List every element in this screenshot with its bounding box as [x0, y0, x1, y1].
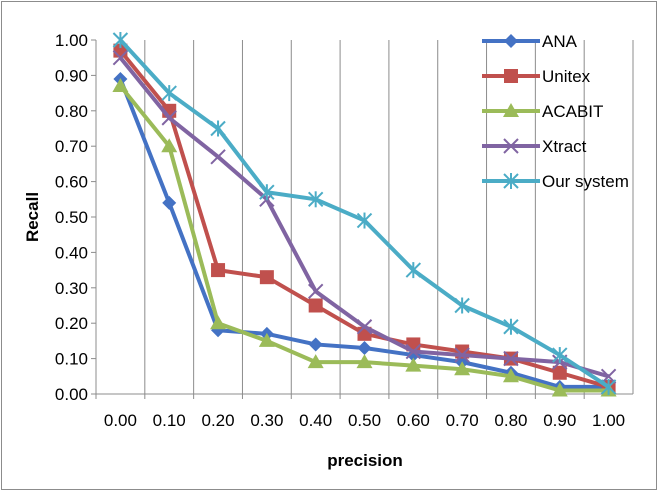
x-tick-label: 0.50: [348, 411, 381, 430]
data-point: [211, 263, 226, 278]
series-acabit: [112, 78, 617, 397]
legend-item: ACABIT: [482, 102, 603, 121]
x-tick-label: 0.60: [397, 411, 430, 430]
y-tick-label: 0.50: [55, 208, 88, 227]
data-point: [307, 283, 324, 300]
marker-stroke: [503, 350, 519, 367]
x-tick-label: 0.80: [494, 411, 527, 430]
data-point: [259, 184, 275, 201]
data-point: [503, 350, 519, 367]
data-point: [551, 382, 568, 397]
data-point: [405, 343, 422, 360]
data-point: [405, 262, 422, 279]
data-point: [308, 298, 323, 313]
x-tick-label: 0.00: [104, 411, 137, 430]
legend-label: ACABIT: [542, 102, 603, 121]
x-tick-label: 0.70: [446, 411, 479, 430]
marker-stroke: [112, 49, 129, 66]
data-point: [112, 32, 129, 48]
data-point: [502, 368, 519, 383]
legend-item: Unitex: [482, 67, 591, 86]
legend-marker: [504, 34, 518, 48]
data-point: [356, 212, 373, 229]
marker-stroke: [503, 138, 519, 154]
y-tick-label: 0.70: [55, 137, 88, 156]
y-tick-label: 0.10: [55, 350, 88, 369]
marker-stroke: [356, 319, 373, 335]
y-tick-label: 0.80: [55, 102, 88, 121]
data-point: [161, 138, 178, 153]
y-tick-label: 0.60: [55, 173, 88, 192]
y-tick-label: 0.20: [55, 314, 88, 333]
legend-label: Our system: [542, 172, 629, 191]
y-tick-label: 1.00: [55, 31, 88, 50]
data-point: [210, 149, 226, 165]
data-point: [307, 191, 324, 208]
data-point: [600, 378, 617, 395]
data-point: [161, 85, 177, 102]
legend-marker: [503, 103, 519, 117]
legend-marker: [503, 138, 519, 154]
data-point: [356, 354, 373, 369]
marker-stroke: [161, 110, 177, 126]
legend-item: Xtract: [482, 137, 587, 156]
y-tick-label: 0.30: [55, 279, 88, 298]
series-our-system: [112, 32, 617, 395]
marker-stroke: [405, 343, 422, 360]
data-point: [162, 195, 177, 210]
x-axis-title: precision: [327, 451, 403, 470]
legend-item: ANA: [482, 32, 578, 51]
data-point: [112, 49, 129, 66]
data-point: [454, 297, 470, 314]
data-point: [210, 315, 227, 330]
x-tick-label: 0.10: [153, 411, 186, 430]
x-tick-label: 0.90: [543, 411, 576, 430]
y-axis-title: Recall: [23, 192, 42, 242]
data-point: [552, 365, 567, 380]
legend-label: Unitex: [542, 67, 591, 86]
data-point: [405, 357, 422, 372]
data-point: [454, 347, 470, 363]
data-point: [258, 332, 275, 347]
x-tick-label: 0.30: [250, 411, 283, 430]
data-point: [259, 270, 274, 285]
y-tick-label: 0.00: [55, 385, 88, 404]
x-tick-label: 0.20: [201, 411, 234, 430]
data-point: [454, 361, 471, 376]
x-tick-label: 1.00: [592, 411, 625, 430]
data-point: [503, 318, 519, 335]
legend-label: ANA: [542, 32, 578, 51]
legend-marker: [503, 173, 519, 189]
data-point: [308, 337, 323, 352]
data-point: [357, 340, 372, 355]
y-tick-label: 0.90: [55, 66, 88, 85]
data-point: [161, 110, 177, 126]
y-tick-label: 0.40: [55, 243, 88, 262]
marker-stroke: [454, 347, 470, 363]
data-point: [552, 347, 568, 364]
x-tick-label: 0.40: [299, 411, 332, 430]
marker-stroke: [307, 283, 324, 300]
data-point: [307, 354, 324, 369]
legend-label: Xtract: [542, 137, 587, 156]
legend: ANA Unitex ACABIT Xtract Our system: [482, 32, 629, 191]
data-point: [112, 78, 129, 93]
legend-item: Our system: [482, 172, 629, 191]
series-xtract: [112, 49, 617, 385]
legend-marker: [504, 69, 518, 83]
marker-stroke: [210, 149, 226, 165]
data-point: [210, 120, 226, 137]
data-point: [356, 319, 373, 335]
